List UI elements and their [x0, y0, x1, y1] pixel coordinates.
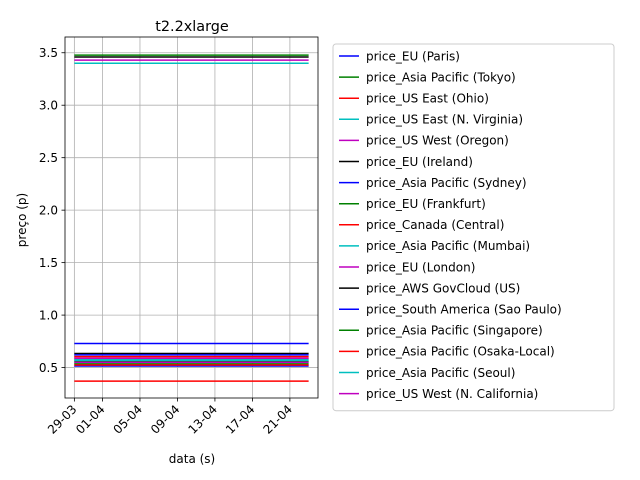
legend-label: price_Asia Pacific (Mumbai)	[366, 239, 530, 253]
legend-label: price_EU (London)	[366, 260, 475, 274]
y-tick-label: 1.0	[39, 308, 58, 322]
axes-frame	[64, 36, 319, 399]
legend: price_EU (Paris) price_Asia Pacific (Toky…	[332, 43, 615, 412]
y-axis-label: preço (p)	[15, 193, 29, 247]
chart-title: t2.2xlarge	[155, 19, 229, 35]
legend-label: price_EU (Paris)	[366, 49, 460, 63]
legend-label: price_Asia Pacific (Seoul)	[366, 366, 515, 380]
legend-label: price_Asia Pacific (Singapore)	[366, 324, 543, 338]
legend-box	[332, 43, 615, 412]
legend-label: price_Canada (Central)	[366, 218, 504, 232]
y-tick-label: 3.0	[39, 98, 58, 112]
legend-label: price_Asia Pacific (Osaka-Local)	[366, 345, 555, 359]
legend-label: price_US West (Oregon)	[366, 134, 509, 148]
legend-label: price_AWS GovCloud (US)	[366, 281, 520, 295]
y-tick-label: 2.5	[39, 151, 58, 165]
legend-label: price_US East (N. Virginia)	[366, 113, 523, 127]
y-tick-label: 3.5	[39, 46, 58, 60]
y-tick-label: 1.5	[39, 256, 58, 270]
legend-label: price_US West (N. California)	[366, 387, 538, 401]
legend-label: price_Asia Pacific (Sydney)	[366, 176, 527, 190]
legend-label: price_EU (Ireland)	[366, 155, 473, 169]
legend-label: price_South America (Sao Paulo)	[366, 303, 562, 317]
legend-label: price_Asia Pacific (Tokyo)	[366, 70, 516, 84]
legend-label: price_EU (Frankfurt)	[366, 197, 486, 211]
y-tick-label: 0.5	[39, 361, 58, 375]
legend-label: price_US East (Ohio)	[366, 92, 489, 106]
y-tick-label: 2.0	[39, 203, 58, 217]
x-axis-label: data (s)	[169, 452, 215, 466]
